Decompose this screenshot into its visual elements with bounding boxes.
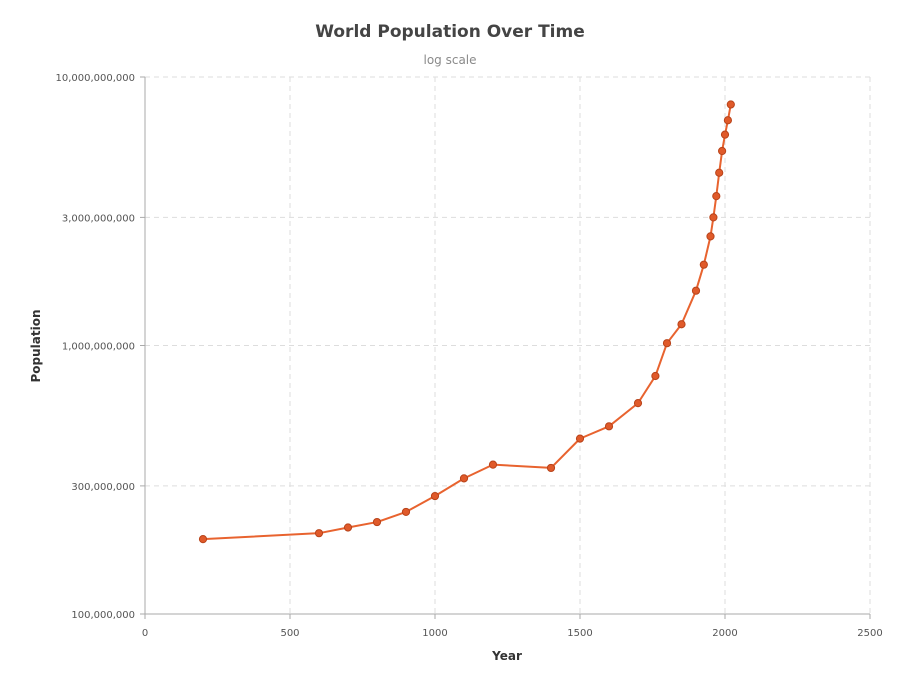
data-point[interactable]: [662, 339, 672, 348]
data-point[interactable]: [691, 286, 701, 295]
series-line: [202, 103, 732, 541]
data-point[interactable]: [488, 460, 498, 469]
x-tick-label: 1000: [422, 628, 447, 639]
data-point[interactable]: [343, 523, 353, 532]
grid: [145, 76, 871, 614]
x-tick-label: 1500: [567, 628, 592, 639]
data-point[interactable]: [314, 529, 324, 538]
data-point[interactable]: [677, 320, 686, 329]
x-tick-label: 0: [142, 628, 148, 639]
data-point[interactable]: [198, 535, 208, 544]
data-point[interactable]: [401, 507, 411, 517]
data-point[interactable]: [712, 192, 721, 201]
y-tick-label: 100,000,000: [71, 610, 135, 621]
data-point[interactable]: [706, 232, 715, 241]
data-point[interactable]: [459, 474, 469, 483]
x-tick-label: 2000: [712, 628, 737, 639]
y-tick-label: 300,000,000: [71, 482, 135, 493]
data-point[interactable]: [709, 213, 718, 222]
x-tick-label: 500: [280, 628, 299, 639]
data-points: [198, 100, 735, 544]
data-point[interactable]: [723, 116, 733, 125]
data-point[interactable]: [726, 100, 735, 109]
y-tick-label: 10,000,000,000: [55, 73, 135, 84]
x-tick-label: 2500: [857, 628, 882, 639]
x-axis-title: Year: [491, 649, 522, 663]
chart-subtitle: log scale: [423, 53, 476, 67]
y-tick-label: 3,000,000,000: [62, 213, 135, 224]
data-point[interactable]: [720, 130, 730, 139]
chart-title: World Population Over Time: [315, 22, 585, 42]
data-point[interactable]: [699, 260, 708, 269]
y-tick-label: 1,000,000,000: [62, 342, 135, 353]
data-point[interactable]: [633, 399, 643, 408]
data-point[interactable]: [546, 463, 556, 473]
data-point[interactable]: [651, 371, 660, 381]
data-point[interactable]: [430, 491, 440, 501]
data-point[interactable]: [604, 422, 614, 431]
data-point[interactable]: [575, 434, 585, 443]
data-point[interactable]: [715, 168, 724, 177]
y-axis-title: Population: [29, 309, 43, 382]
tick-labels: 0 500 1000 1500 2000 2500 100,000,000 300,000,0…: [55, 73, 882, 639]
data-point[interactable]: [718, 146, 727, 156]
axes: [140, 76, 871, 619]
data-point[interactable]: [372, 517, 382, 527]
series-line-group: [202, 103, 732, 541]
